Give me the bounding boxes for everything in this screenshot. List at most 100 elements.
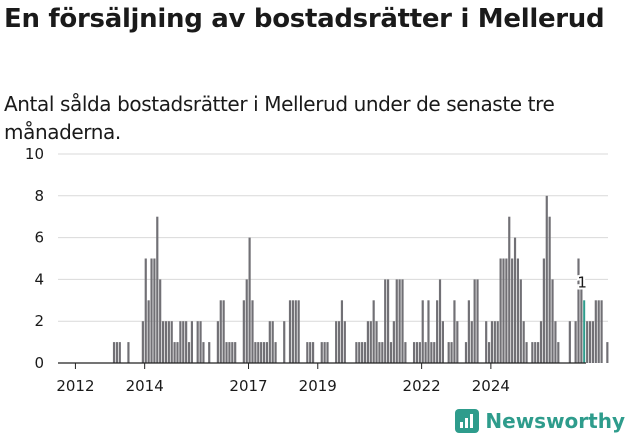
bar — [554, 321, 557, 363]
bar — [378, 342, 381, 363]
bar — [190, 321, 193, 363]
bar — [366, 321, 369, 363]
bar — [320, 342, 323, 363]
bar — [456, 321, 459, 363]
bar — [147, 300, 150, 363]
bar — [438, 279, 442, 363]
bar — [557, 342, 560, 363]
bar — [127, 342, 130, 363]
y-tick-label: 8 — [34, 187, 44, 205]
bar — [499, 258, 502, 363]
bar — [375, 321, 378, 363]
bar — [539, 321, 543, 363]
bar — [185, 321, 188, 363]
highlight-value-label: 1 — [577, 273, 587, 291]
x-tick-label: 2019 — [299, 377, 337, 395]
bar — [234, 342, 237, 363]
x-axis: 2012 2014 2017 2019 2022 2024 — [56, 362, 586, 395]
bar — [398, 279, 401, 363]
bar — [297, 300, 300, 363]
bar — [170, 321, 173, 363]
bar — [427, 300, 430, 363]
bar — [433, 342, 436, 363]
bar — [404, 342, 407, 363]
bar — [306, 342, 309, 363]
bar — [164, 321, 168, 363]
bar — [473, 279, 476, 363]
bar — [513, 237, 517, 363]
bar — [187, 342, 191, 363]
bar — [337, 321, 341, 363]
bar — [436, 300, 439, 363]
bar — [525, 342, 528, 363]
bar — [441, 321, 444, 363]
bar — [262, 342, 266, 363]
bar — [216, 321, 219, 363]
bar — [597, 300, 600, 363]
bar — [519, 279, 522, 363]
bar — [358, 342, 361, 363]
chart-title: En försäljning av bostadsrätter i Meller… — [4, 4, 605, 34]
bar — [179, 321, 182, 363]
bar — [112, 342, 116, 363]
y-tick-label: 0 — [34, 354, 44, 372]
bar — [312, 342, 315, 363]
bar — [208, 342, 211, 363]
bar — [600, 300, 603, 363]
bar — [395, 279, 398, 363]
bar — [361, 342, 364, 363]
bar — [176, 342, 179, 363]
bar — [522, 321, 525, 363]
bar — [487, 342, 491, 363]
bar — [401, 279, 404, 363]
bar — [248, 237, 251, 363]
bar — [387, 279, 390, 363]
bar — [421, 300, 424, 363]
bar — [219, 300, 222, 363]
bar — [202, 342, 205, 363]
bar — [153, 258, 156, 363]
bar — [260, 342, 263, 363]
bar — [144, 258, 147, 363]
bar — [222, 300, 225, 363]
bar — [490, 321, 494, 363]
x-tick-label: 2017 — [229, 377, 267, 395]
y-tick-label: 10 — [25, 145, 44, 163]
bars — [112, 195, 609, 363]
bar — [591, 321, 595, 363]
bar — [606, 342, 609, 363]
bar — [257, 342, 260, 363]
bar — [309, 342, 312, 363]
bar — [467, 300, 470, 363]
x-tick-label: 2022 — [403, 377, 441, 395]
bar — [384, 279, 387, 363]
bar — [242, 300, 245, 363]
bar — [430, 342, 433, 363]
bar — [231, 342, 234, 363]
bar — [531, 342, 534, 363]
bar — [412, 342, 416, 363]
brand-name: Newsworthy — [485, 409, 625, 433]
bar — [537, 342, 540, 363]
bar — [586, 321, 589, 363]
bar — [516, 258, 520, 363]
bar — [268, 321, 271, 363]
bar — [150, 258, 153, 363]
bar — [548, 216, 551, 363]
newsworthy-icon — [455, 409, 480, 433]
bar — [568, 321, 571, 363]
bar — [470, 321, 473, 363]
bar — [577, 258, 580, 363]
bar — [369, 321, 372, 363]
bar — [551, 279, 554, 363]
bar — [447, 342, 450, 363]
bar — [291, 300, 294, 363]
bar — [271, 321, 274, 363]
data-labels: 1 — [575, 271, 589, 293]
bar — [161, 321, 165, 363]
bar — [156, 216, 159, 363]
bar — [542, 258, 545, 363]
bar — [340, 300, 344, 363]
brand-logo[interactable]: Newsworthy — [455, 409, 625, 433]
